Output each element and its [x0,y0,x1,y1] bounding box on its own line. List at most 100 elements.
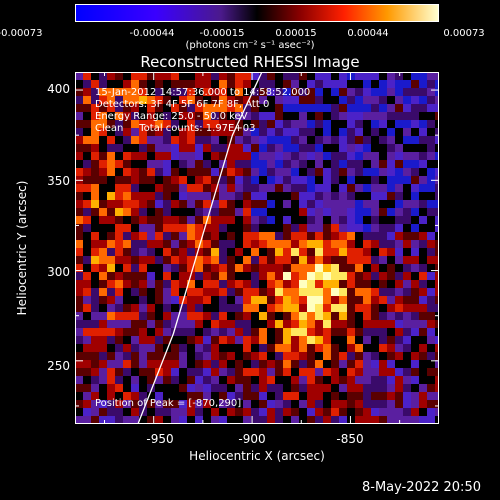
heatmap-cell [259,400,267,408]
heatmap-cell [339,296,347,304]
heatmap-cell [347,336,355,344]
heatmap-cell [323,376,331,384]
heatmap-cell [275,80,283,88]
heatmap-cell [227,176,235,184]
heatmap-cell [243,384,251,392]
heatmap-cell [179,408,187,416]
heatmap-cell [275,408,283,416]
heatmap-cell [147,184,155,192]
heatmap-cell [371,328,379,336]
heatmap-cell [395,320,403,328]
heatmap-cell [323,320,331,328]
heatmap-cell [307,136,315,144]
heatmap-cell [187,104,195,112]
heatmap-cell [235,376,243,384]
heatmap-cell [395,352,403,360]
heatmap-cell [91,168,99,176]
heatmap-cell [115,264,123,272]
heatmap-cell [419,240,427,248]
heatmap-cell [387,176,395,184]
heatmap-cell [411,232,419,240]
heatmap-cell [283,80,291,88]
heatmap-cell [275,280,283,288]
heatmap-cell [283,128,291,136]
heatmap-cell [435,144,439,152]
heatmap-cell [251,136,259,144]
heatmap-cell [171,216,179,224]
heatmap-cell [259,280,267,288]
heatmap-cell [267,344,275,352]
heatmap-cell [115,384,123,392]
heatmap-cell [179,392,187,400]
heatmap-cell [291,336,299,344]
heatmap-cell [283,336,291,344]
heatmap-cell [411,208,419,216]
heatmap-cell [123,240,131,248]
heatmap-cell [91,184,99,192]
heatmap-cell [243,360,251,368]
heatmap-cell [123,136,131,144]
heatmap-cell [339,208,347,216]
heatmap-cell [435,184,439,192]
heatmap-cell [195,224,203,232]
heatmap-cell [339,392,347,400]
heatmap-cell [211,80,219,88]
heatmap-cell [115,144,123,152]
heatmap-cell [219,96,227,104]
heatmap-cell [307,208,315,216]
heatmap-cell [339,336,347,344]
heatmap-cell [115,240,123,248]
heatmap-cell [307,384,315,392]
heatmap-cell [411,352,419,360]
heatmap-cell [219,416,227,424]
heatmap-cell [139,216,147,224]
heatmap-cell [235,144,243,152]
heatmap-cell [139,264,147,272]
heatmap-cell [99,376,107,384]
heatmap-cell [259,376,267,384]
heatmap-cell [371,80,379,88]
heatmap-cell [171,80,179,88]
heatmap-cell [339,272,347,280]
heatmap-cell [411,216,419,224]
heatmap-cell [275,320,283,328]
heatmap-cell [187,368,195,376]
heatmap-cell [219,336,227,344]
heatmap-cell [75,168,83,176]
heatmap-cell [139,152,147,160]
heatmap-cell [163,312,171,320]
heatmap-cell [195,144,203,152]
heatmap-cell [435,248,439,256]
heatmap-cell [131,416,139,424]
heatmap-cell [115,368,123,376]
heatmap-cell [291,312,299,320]
heatmap-cell [187,232,195,240]
heatmap-cell [355,288,363,296]
heatmap-cell [323,416,331,424]
heatmap-cell [187,304,195,312]
heatmap-cell [115,120,123,128]
heatmap-cell [395,160,403,168]
heatmap-cell [315,88,323,96]
heatmap-cell [259,320,267,328]
heatmap-cell [91,304,99,312]
heatmap-cell [91,344,99,352]
heatmap-cell [99,400,107,408]
heatmap-cell [315,296,323,304]
heatmap-cell [107,136,115,144]
heatmap-cell [243,128,251,136]
heatmap-cell [395,80,403,88]
heatmap-cell [179,240,187,248]
heatmap-cell [395,208,403,216]
heatmap-cell [75,160,83,168]
heatmap-cell [395,200,403,208]
heatmap-cell [291,272,299,280]
heatmap-cell [195,128,203,136]
heatmap-cell [347,296,355,304]
heatmap-cell [267,128,275,136]
heatmap-cell [379,256,387,264]
heatmap-cell [171,112,179,120]
heatmap-cell [227,264,235,272]
heatmap-cell [355,88,363,96]
heatmap-cell [91,272,99,280]
